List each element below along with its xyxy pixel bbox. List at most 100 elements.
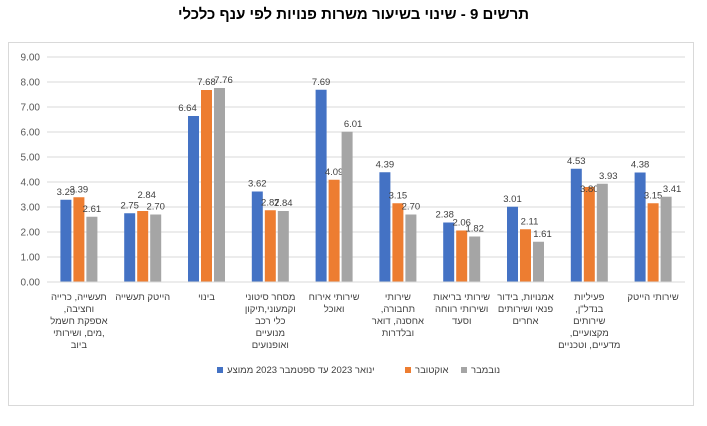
x-tick-label-line: וחציבה, <box>64 304 95 315</box>
data-label: 3.39 <box>70 184 89 195</box>
data-label: 2.70 <box>402 202 421 213</box>
data-label: 2.84 <box>274 198 293 209</box>
bar <box>405 214 417 282</box>
x-tick-label: הייטק תעשייה <box>115 292 170 303</box>
bar <box>328 179 340 282</box>
x-tick-label-line: ובלדרות <box>382 327 414 339</box>
y-tick-label: 3.00 <box>21 203 41 214</box>
data-label: 3.93 <box>599 171 618 182</box>
legend-swatch <box>405 367 411 373</box>
data-label: 4.09 <box>325 167 344 178</box>
bar <box>379 172 391 282</box>
chart-title: תרשים 9 - שינוי בשיעור משרות פנויות לפי … <box>177 6 529 23</box>
x-tick-label: אמנויות, בידור פנאי ושירותים אחרים <box>497 292 553 327</box>
y-tick-label: 6.00 <box>21 128 41 139</box>
data-label: 3.15 <box>389 190 408 201</box>
x-tick-label-line: שירותי <box>385 292 411 303</box>
x-tick-label: שירותי בריאות ושירותי רווחה וסעד <box>433 292 490 327</box>
data-label: 3.41 <box>663 184 682 195</box>
x-tick-label-line: תעשייה, כרייה <box>51 292 107 303</box>
data-label: 1.82 <box>465 224 484 235</box>
bar <box>647 203 659 282</box>
data-label: 6.64 <box>178 103 197 114</box>
x-tick-label-line: אספקת חשמל <box>50 315 107 327</box>
bar <box>443 222 455 282</box>
data-label: 2.06 <box>452 218 471 229</box>
bar <box>507 206 518 282</box>
bar <box>634 172 646 282</box>
data-label: 3.29 <box>57 187 76 198</box>
x-tick-label-line: שירותי אירוח <box>309 292 360 303</box>
data-label: 3.80 <box>580 184 599 195</box>
data-label: 3.01 <box>503 194 522 205</box>
y-tick-label: 2.00 <box>21 228 41 239</box>
data-label: 3.62 <box>248 179 267 190</box>
data-label: 2.11 <box>521 216 539 227</box>
y-tick-label: 0.00 <box>21 278 41 289</box>
data-label: 4.38 <box>631 160 650 171</box>
x-tick-label-line: תחבורה, <box>381 304 415 315</box>
bar <box>277 211 289 282</box>
data-label: 2.84 <box>137 190 156 201</box>
data-label: 4.53 <box>567 156 586 167</box>
bar <box>150 214 162 282</box>
legend-swatch <box>217 367 223 373</box>
x-tick-label-line: אמנויות, בידור <box>497 292 553 303</box>
x-tick-label: שירותי אירוח ואוכל <box>309 292 360 315</box>
x-tick-label-line: מדעיים, וטכניים <box>558 340 620 351</box>
x-tick-label-line: ואוכל <box>324 303 345 315</box>
x-tick-label-line: אחסנה, דואר <box>372 316 424 327</box>
x-tick-label-line: מנועיים <box>256 328 285 339</box>
y-tick-label: 5.00 <box>21 153 41 164</box>
bar <box>533 241 544 282</box>
bar <box>341 131 353 282</box>
bar <box>86 216 98 282</box>
y-tick-label: 1.00 <box>21 253 41 264</box>
y-tick-label: 4.00 <box>21 178 41 189</box>
bar <box>264 210 276 282</box>
x-tick-label: בינוי <box>198 292 215 303</box>
x-tick-label-line: ,מים, ושירותי <box>53 328 105 339</box>
x-tick-label-line: שירותי בריאות <box>433 292 490 303</box>
x-tick-label-line: פנאי ושירותים <box>498 304 553 315</box>
x-tick-label-line: מסחר סיטוני <box>245 292 295 303</box>
x-tick-label-line: ואופנועים <box>252 340 289 351</box>
x-tick-label-line: וקמעוני,תיקון <box>245 304 296 315</box>
data-label: 2.61 <box>83 204 102 215</box>
legend-label: נובמבר <box>471 365 500 376</box>
bar <box>60 199 72 282</box>
x-tick-label: מסחר סיטוני וקמעוני,תיקון כלי רכב מנועיים וא… <box>245 292 296 351</box>
x-tick-label-line: ביוב <box>71 340 88 351</box>
legend-swatch <box>461 367 467 373</box>
data-label: 2.75 <box>120 200 139 211</box>
bar <box>570 168 582 282</box>
bar <box>137 211 149 282</box>
x-tick-label-line: אחרים <box>512 316 538 327</box>
data-label: 7.69 <box>312 77 331 88</box>
bar <box>392 203 404 282</box>
x-tick-label: פעיליות בנדל"ן, שירותים מקצועיים, מדעיים, וט… <box>558 291 620 351</box>
x-tick-label: שירותי תחבורה, אחסנה, דואר ובלדרות <box>372 292 424 339</box>
data-label: 7.68 <box>197 77 216 88</box>
bar <box>315 89 327 282</box>
bar <box>456 230 468 282</box>
data-label: 1.61 <box>533 229 552 240</box>
bar <box>596 183 608 282</box>
x-tick-label-line: פעיליות <box>574 291 605 303</box>
data-label: 6.01 <box>344 119 363 130</box>
x-tick-label-line: כלי רכב <box>255 315 285 327</box>
data-label: 2.87 <box>261 197 280 208</box>
bar <box>73 197 85 282</box>
bar <box>201 90 212 282</box>
bar <box>251 191 263 282</box>
data-label: 2.70 <box>146 202 165 213</box>
bar <box>660 196 672 282</box>
legend-label: אוקטובר <box>415 365 448 376</box>
data-label: 7.76 <box>214 75 233 86</box>
bar-chart: 0.00 1.00 2.00 3.00 4.00 5.00 6.00 7.00 8.00 9.00… <box>21 53 685 376</box>
chart-area: 0.00 1.00 2.00 3.00 4.00 5.00 6.00 7.00 8.00 9.00… <box>8 42 694 406</box>
bar <box>188 116 199 282</box>
bar <box>124 213 136 282</box>
data-label: 4.39 <box>376 159 395 170</box>
